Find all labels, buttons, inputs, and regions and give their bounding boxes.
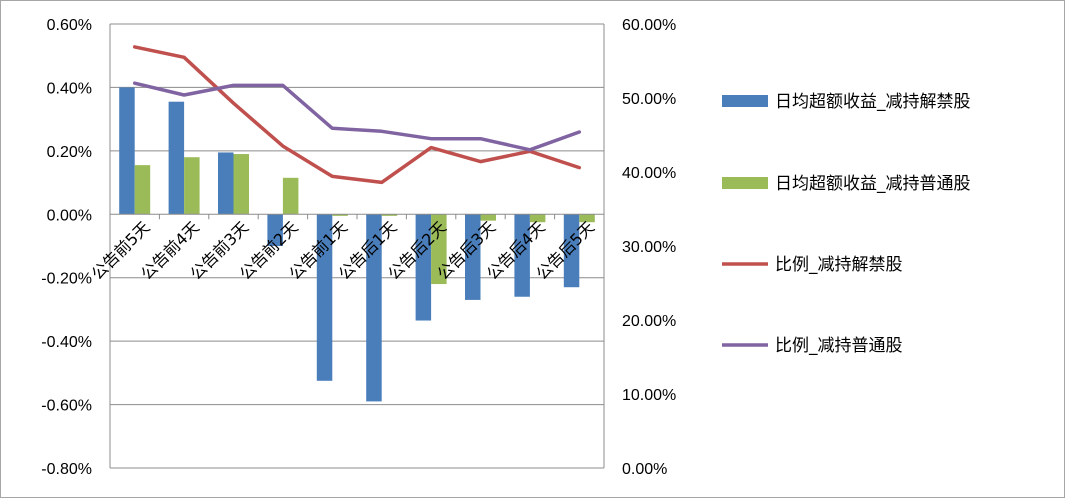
bar-series-2 xyxy=(332,214,348,216)
y-right-tick-label: 10.00% xyxy=(622,387,676,404)
y-left-tick-label: 0.60% xyxy=(47,17,92,34)
y-left-tick-label: -0.20% xyxy=(41,271,92,288)
bar-series-2 xyxy=(431,214,447,285)
y-right-tick-label: 40.00% xyxy=(622,165,676,182)
y-right-tick-label: 30.00% xyxy=(622,239,676,256)
lines xyxy=(132,45,582,185)
y-left-tick-label: 0.40% xyxy=(47,80,92,97)
y-right-tick-label: 20.00% xyxy=(622,313,676,330)
y-left-tick-label: -0.40% xyxy=(41,334,92,351)
legend-swatch xyxy=(722,177,768,189)
bar-series-2 xyxy=(529,214,546,223)
bar-series-1 xyxy=(316,214,333,381)
legend-label: 日均超额收益_减持普通股 xyxy=(775,174,971,194)
bar-series-1 xyxy=(563,214,580,288)
y-left-tick-label: 0.20% xyxy=(47,144,92,161)
legend-label: 比例_减持普通股 xyxy=(775,336,903,356)
bar-series-1 xyxy=(415,214,432,321)
bar-series-1 xyxy=(465,214,481,300)
y-right-tick-label: 0.00% xyxy=(622,461,667,478)
y-left-tick-label: -0.80% xyxy=(41,461,92,478)
bar-series-2 xyxy=(480,214,496,221)
bar-series-1 xyxy=(218,152,234,215)
legend-label: 比例_减持解禁股 xyxy=(775,255,903,275)
bar-series-1 xyxy=(514,214,530,297)
bar-series-2 xyxy=(134,165,151,215)
legend-swatch xyxy=(722,95,768,107)
axes xyxy=(109,24,605,469)
bar-series-1 xyxy=(119,87,135,215)
bars xyxy=(119,87,595,402)
bar-series-2 xyxy=(282,177,299,215)
legend-label: 日均超额收益_减持解禁股 xyxy=(775,92,971,112)
y-left-tick-label: 0.00% xyxy=(47,207,92,224)
y-right-tick-label: 60.00% xyxy=(622,17,676,34)
tick-labels: 0.60% 0.40% 0.20% 0.00% -0.20% -0.40% -0.60% -0… xyxy=(41,17,676,478)
line-series-1 xyxy=(132,45,582,185)
bar-series-1 xyxy=(267,214,283,246)
bar-series-1 xyxy=(168,101,185,215)
bar-series-2 xyxy=(233,154,249,215)
bar-series-2 xyxy=(579,214,595,223)
bar-series-2 xyxy=(184,157,200,215)
line-series-2 xyxy=(132,81,582,152)
y-left-tick-label: -0.60% xyxy=(41,398,92,415)
bar-series-2 xyxy=(381,214,398,216)
y-right-tick-label: 50.00% xyxy=(622,91,676,108)
bar-series-1 xyxy=(366,214,382,402)
